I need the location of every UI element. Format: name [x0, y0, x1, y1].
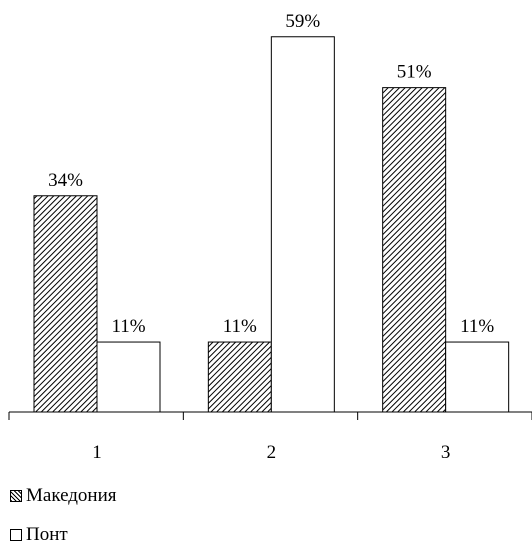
- bar-macedonia-1: [33, 195, 98, 413]
- data-label-macedonia-2: 11%: [223, 316, 257, 337]
- bars-layer: [33, 36, 510, 413]
- bar-pont-3: [445, 341, 510, 413]
- x-tick-label-3: 3: [441, 442, 451, 463]
- x-axis: 1 2 3: [8, 411, 532, 463]
- legend-item-macedonia: Македония: [10, 485, 117, 507]
- legend-label-macedonia: Македония: [26, 485, 117, 506]
- bar-chart: 34% 11% 11% 59% 51% 11% 1 2 3: [8, 11, 532, 463]
- data-label-pont-3: 11%: [460, 316, 494, 337]
- hatched-swatch-icon: [10, 490, 22, 502]
- data-label-pont-1: 11%: [111, 316, 145, 337]
- bar-pont-2: [270, 36, 335, 413]
- bar-pont-1: [96, 341, 161, 413]
- data-label-macedonia-3: 51%: [397, 62, 432, 83]
- data-label-macedonia-1: 34%: [48, 170, 83, 191]
- bar-macedonia-3: [382, 87, 447, 413]
- bar-macedonia-2: [207, 341, 272, 413]
- legend-label-pont: Понт: [26, 524, 68, 545]
- data-label-pont-2: 59%: [285, 11, 320, 32]
- legend-item-pont: Понт: [10, 524, 68, 546]
- data-labels-layer: 34% 11% 11% 59% 51% 11%: [48, 11, 494, 337]
- empty-swatch-icon: [10, 529, 22, 541]
- x-tick-label-1: 1: [92, 442, 102, 463]
- x-tick-label-2: 2: [267, 442, 277, 463]
